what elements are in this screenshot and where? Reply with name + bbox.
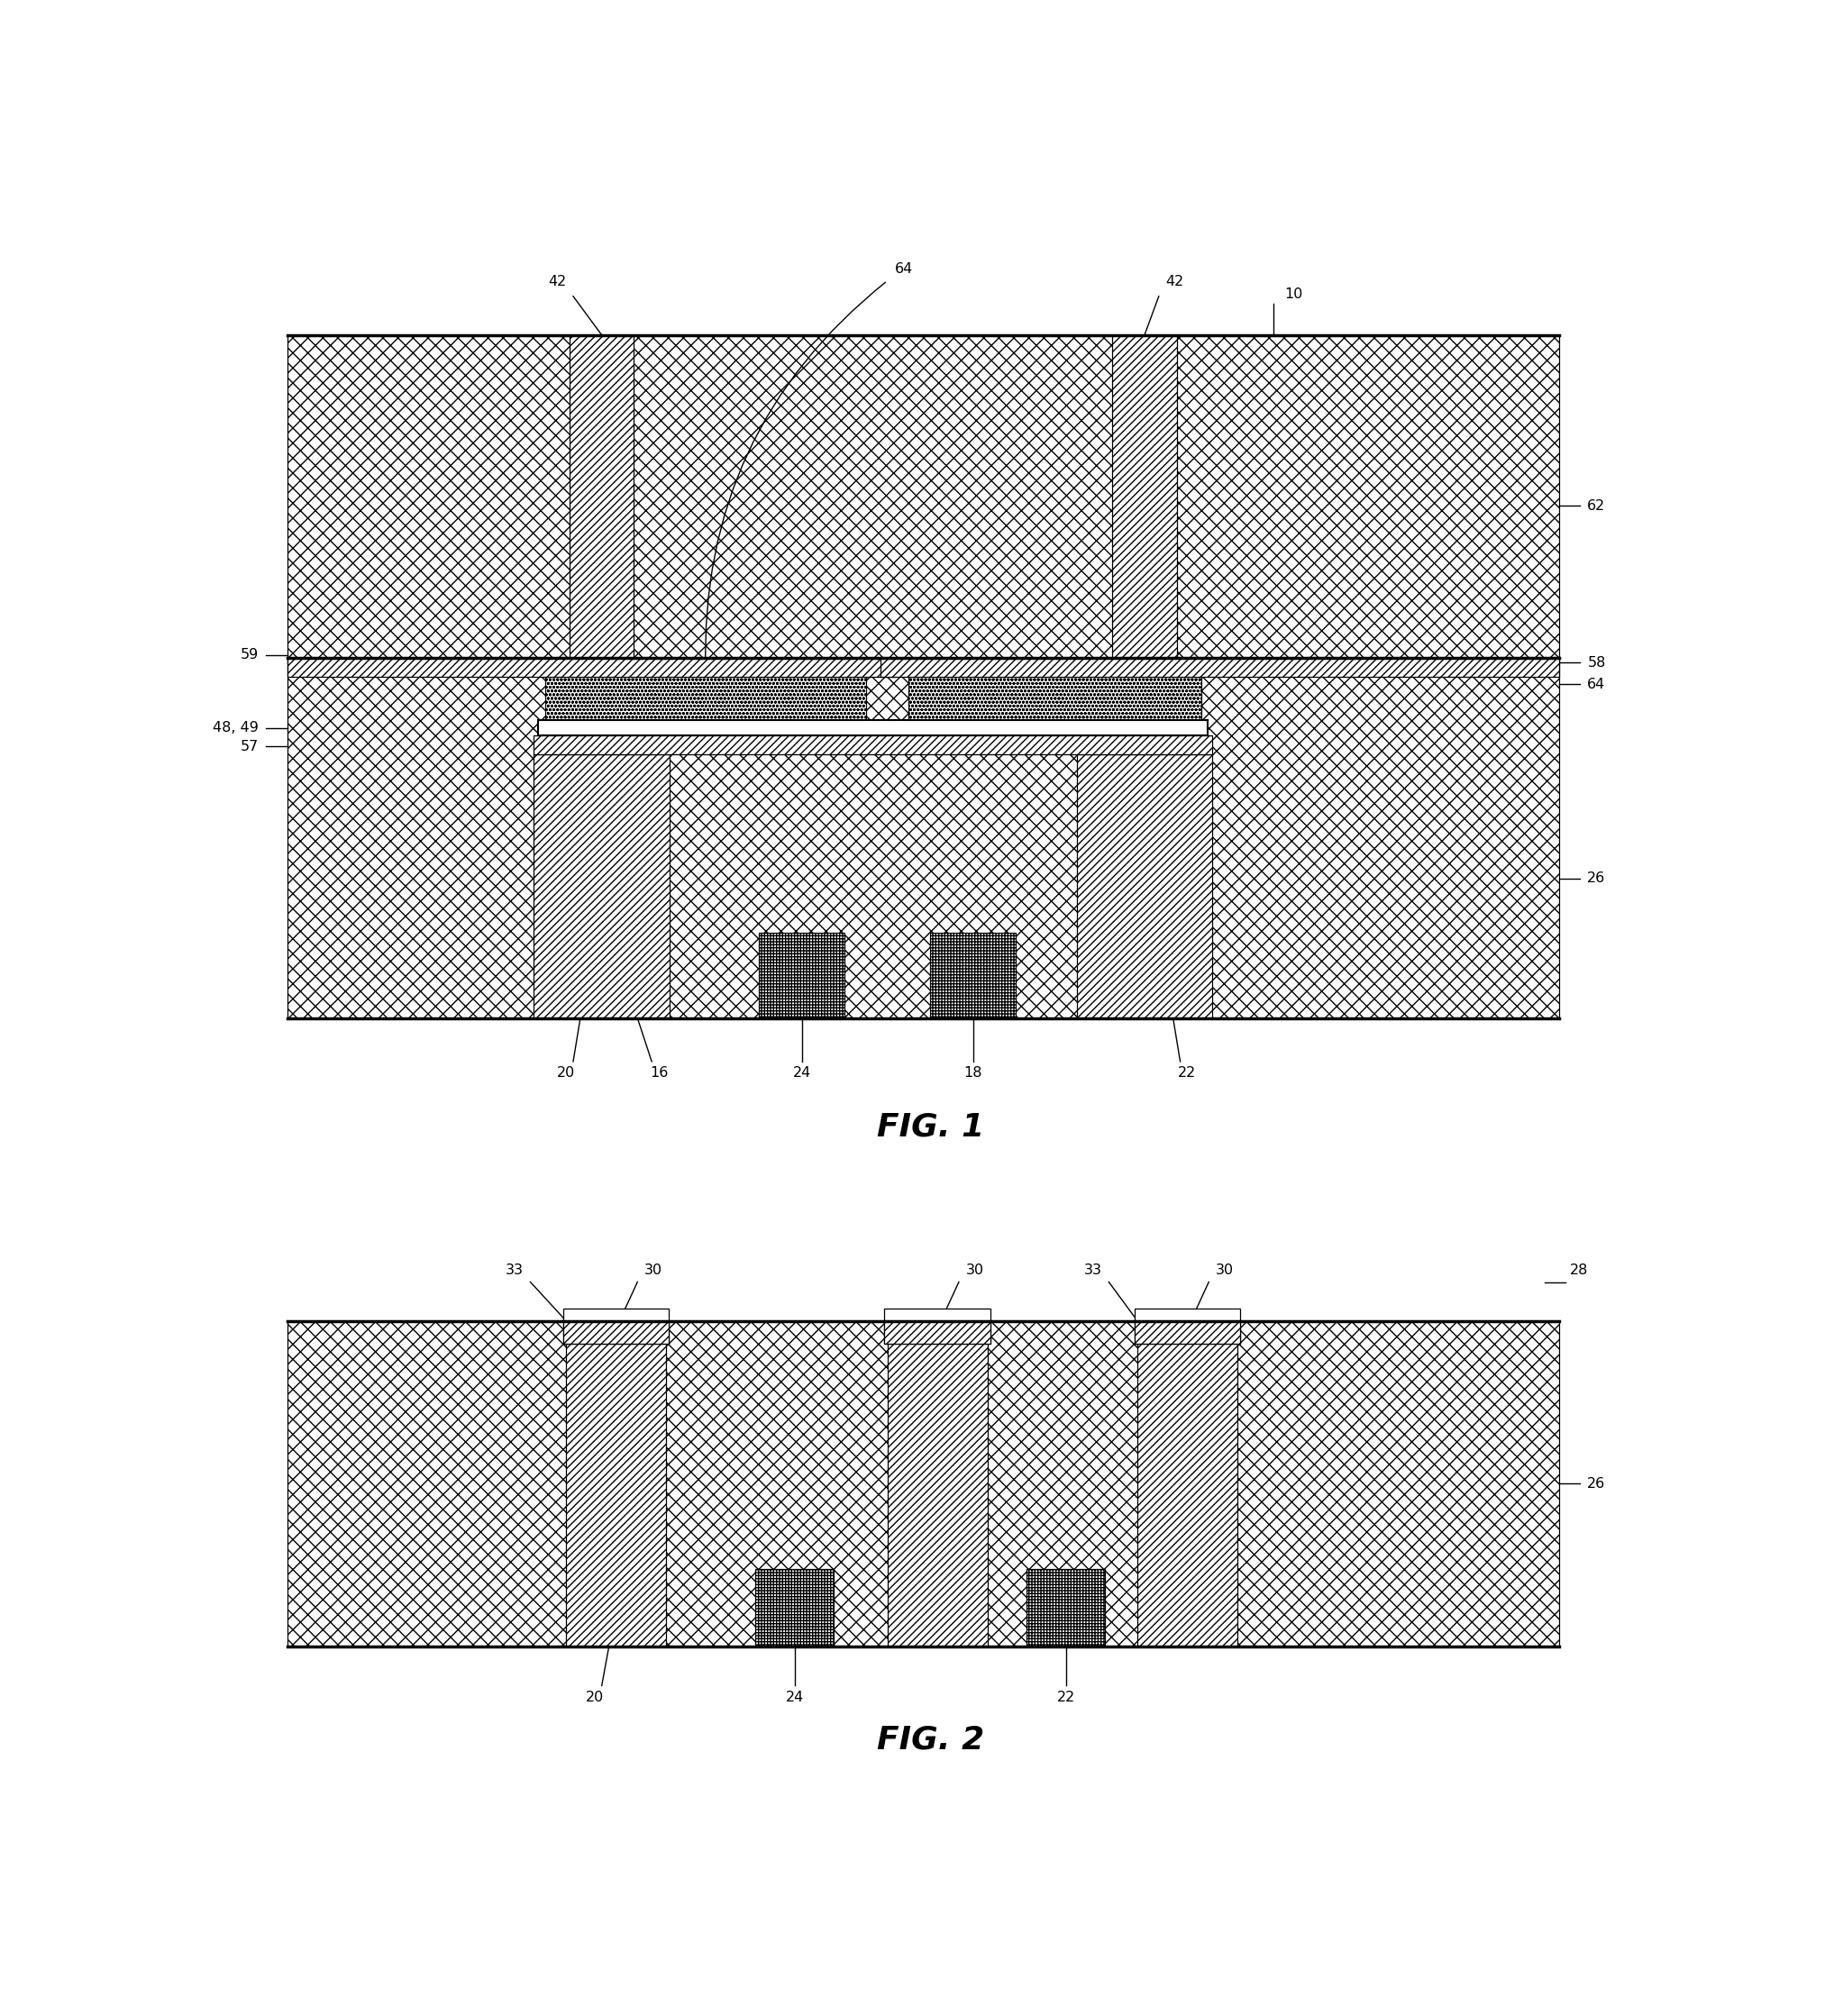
- Bar: [888, 1320, 988, 1647]
- Bar: [288, 657, 894, 677]
- Text: 42: 42: [547, 274, 566, 288]
- Text: 28: 28: [1570, 1264, 1589, 1278]
- Text: 33: 33: [1084, 1264, 1102, 1278]
- Bar: [1135, 1308, 1240, 1345]
- Bar: [564, 1308, 669, 1345]
- Text: 20: 20: [586, 1689, 605, 1704]
- Text: 26: 26: [1587, 871, 1605, 885]
- Bar: [566, 1320, 665, 1647]
- Bar: [1076, 754, 1213, 1018]
- Text: 22: 22: [1056, 1689, 1074, 1704]
- Bar: [538, 720, 1207, 736]
- Text: 22: 22: [1178, 1066, 1196, 1081]
- Text: 18: 18: [964, 1066, 982, 1081]
- Text: 42: 42: [1167, 274, 1185, 288]
- Text: 57: 57: [241, 740, 258, 754]
- Bar: [1135, 1320, 1240, 1345]
- Bar: [546, 677, 866, 720]
- Text: 30: 30: [966, 1264, 984, 1278]
- Bar: [1113, 335, 1176, 657]
- Text: 24: 24: [785, 1689, 804, 1704]
- Bar: [931, 933, 1015, 1018]
- Bar: [881, 657, 1559, 677]
- Bar: [288, 657, 1559, 1018]
- Bar: [564, 1320, 669, 1345]
- Bar: [288, 1320, 1559, 1647]
- Bar: [534, 736, 1213, 754]
- Text: 33: 33: [505, 1264, 523, 1278]
- Text: 30: 30: [645, 1264, 663, 1278]
- Text: 62: 62: [1587, 500, 1605, 512]
- Text: 59: 59: [241, 647, 258, 661]
- Text: FIG. 1: FIG. 1: [877, 1111, 984, 1141]
- Text: 20: 20: [557, 1066, 575, 1081]
- Text: 10: 10: [1285, 288, 1303, 300]
- Bar: [288, 335, 1559, 657]
- Bar: [759, 933, 844, 1018]
- Text: 16: 16: [651, 1066, 667, 1081]
- Bar: [1137, 1320, 1237, 1647]
- Text: 24: 24: [792, 1066, 811, 1081]
- Text: 26: 26: [1587, 1478, 1605, 1490]
- Text: 30: 30: [1216, 1264, 1235, 1278]
- Text: 48, 49: 48, 49: [214, 722, 258, 734]
- Text: 58: 58: [1587, 655, 1605, 669]
- Text: FIG. 2: FIG. 2: [877, 1724, 984, 1756]
- Bar: [885, 1320, 990, 1345]
- Bar: [1027, 1568, 1106, 1647]
- Text: 64: 64: [894, 262, 912, 276]
- Bar: [569, 335, 634, 657]
- Bar: [909, 677, 1202, 720]
- Bar: [885, 1308, 990, 1345]
- Bar: [756, 1568, 833, 1647]
- Text: 64: 64: [1587, 677, 1605, 691]
- Bar: [534, 754, 669, 1018]
